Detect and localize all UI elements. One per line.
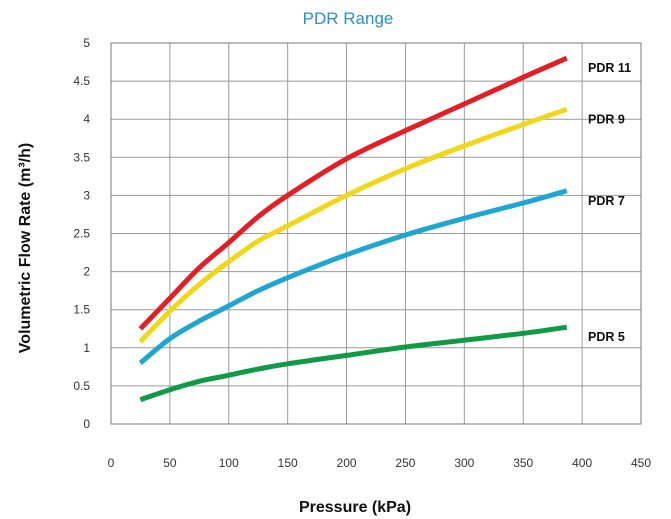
series-line-pdr-9 — [138, 106, 568, 344]
x-tick-label: 150 — [278, 456, 298, 470]
y-tick-label: 3 — [83, 188, 90, 202]
series-label-pdr-5: PDR 5 — [588, 330, 625, 344]
x-tick-label: 200 — [337, 456, 357, 470]
y-tick-label: 5 — [83, 36, 90, 50]
y-axis-ticks: 0 0.5 1 1.5 2 2.5 3 3.5 4 4.5 5 — [73, 36, 90, 431]
y-tick-label: 1 — [83, 341, 90, 355]
x-tick-label: 100 — [219, 456, 239, 470]
y-tick-label: 1.5 — [73, 303, 90, 317]
x-tick-label: 450 — [631, 456, 651, 470]
x-axis-ticks: 0 50 100 150 200 250 300 350 400 450 — [108, 456, 652, 470]
series-label-pdr-7: PDR 7 — [588, 194, 625, 208]
x-tick-label: 250 — [395, 456, 415, 470]
x-tick-label: 50 — [163, 456, 177, 470]
series-line-pdr-11 — [138, 55, 568, 331]
x-tick-label: 350 — [513, 456, 533, 470]
grid-lines — [111, 43, 641, 424]
series-label-pdr-9: PDR 9 — [588, 112, 625, 126]
x-tick-label: 0 — [108, 456, 115, 470]
y-tick-label: 0.5 — [73, 379, 90, 393]
y-tick-label: 0 — [83, 417, 90, 431]
x-tick-label: 300 — [454, 456, 474, 470]
y-tick-label: 3.5 — [73, 150, 90, 164]
y-tick-label: 4.5 — [73, 74, 90, 88]
series-line-pdr-7 — [138, 188, 568, 365]
chart-title: PDR Range — [303, 9, 394, 28]
series-lines — [138, 55, 568, 402]
y-tick-label: 4 — [83, 112, 90, 126]
plot-frame — [110, 42, 642, 425]
series-labels: PDR 11 PDR 9 PDR 7 PDR 5 — [588, 61, 631, 344]
x-axis-title: Pressure (kPa) — [299, 499, 411, 516]
y-tick-label: 2 — [83, 265, 90, 279]
x-tick-label: 400 — [572, 456, 592, 470]
series-line-pdr-5 — [139, 324, 568, 402]
y-tick-label: 2.5 — [73, 227, 90, 241]
series-label-pdr-11: PDR 11 — [588, 61, 631, 75]
y-axis-title: Volumetric Flow Rate (m³/h) — [17, 143, 34, 353]
